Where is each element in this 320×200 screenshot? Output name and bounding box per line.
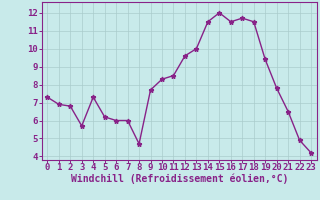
X-axis label: Windchill (Refroidissement éolien,°C): Windchill (Refroidissement éolien,°C) bbox=[70, 173, 288, 184]
